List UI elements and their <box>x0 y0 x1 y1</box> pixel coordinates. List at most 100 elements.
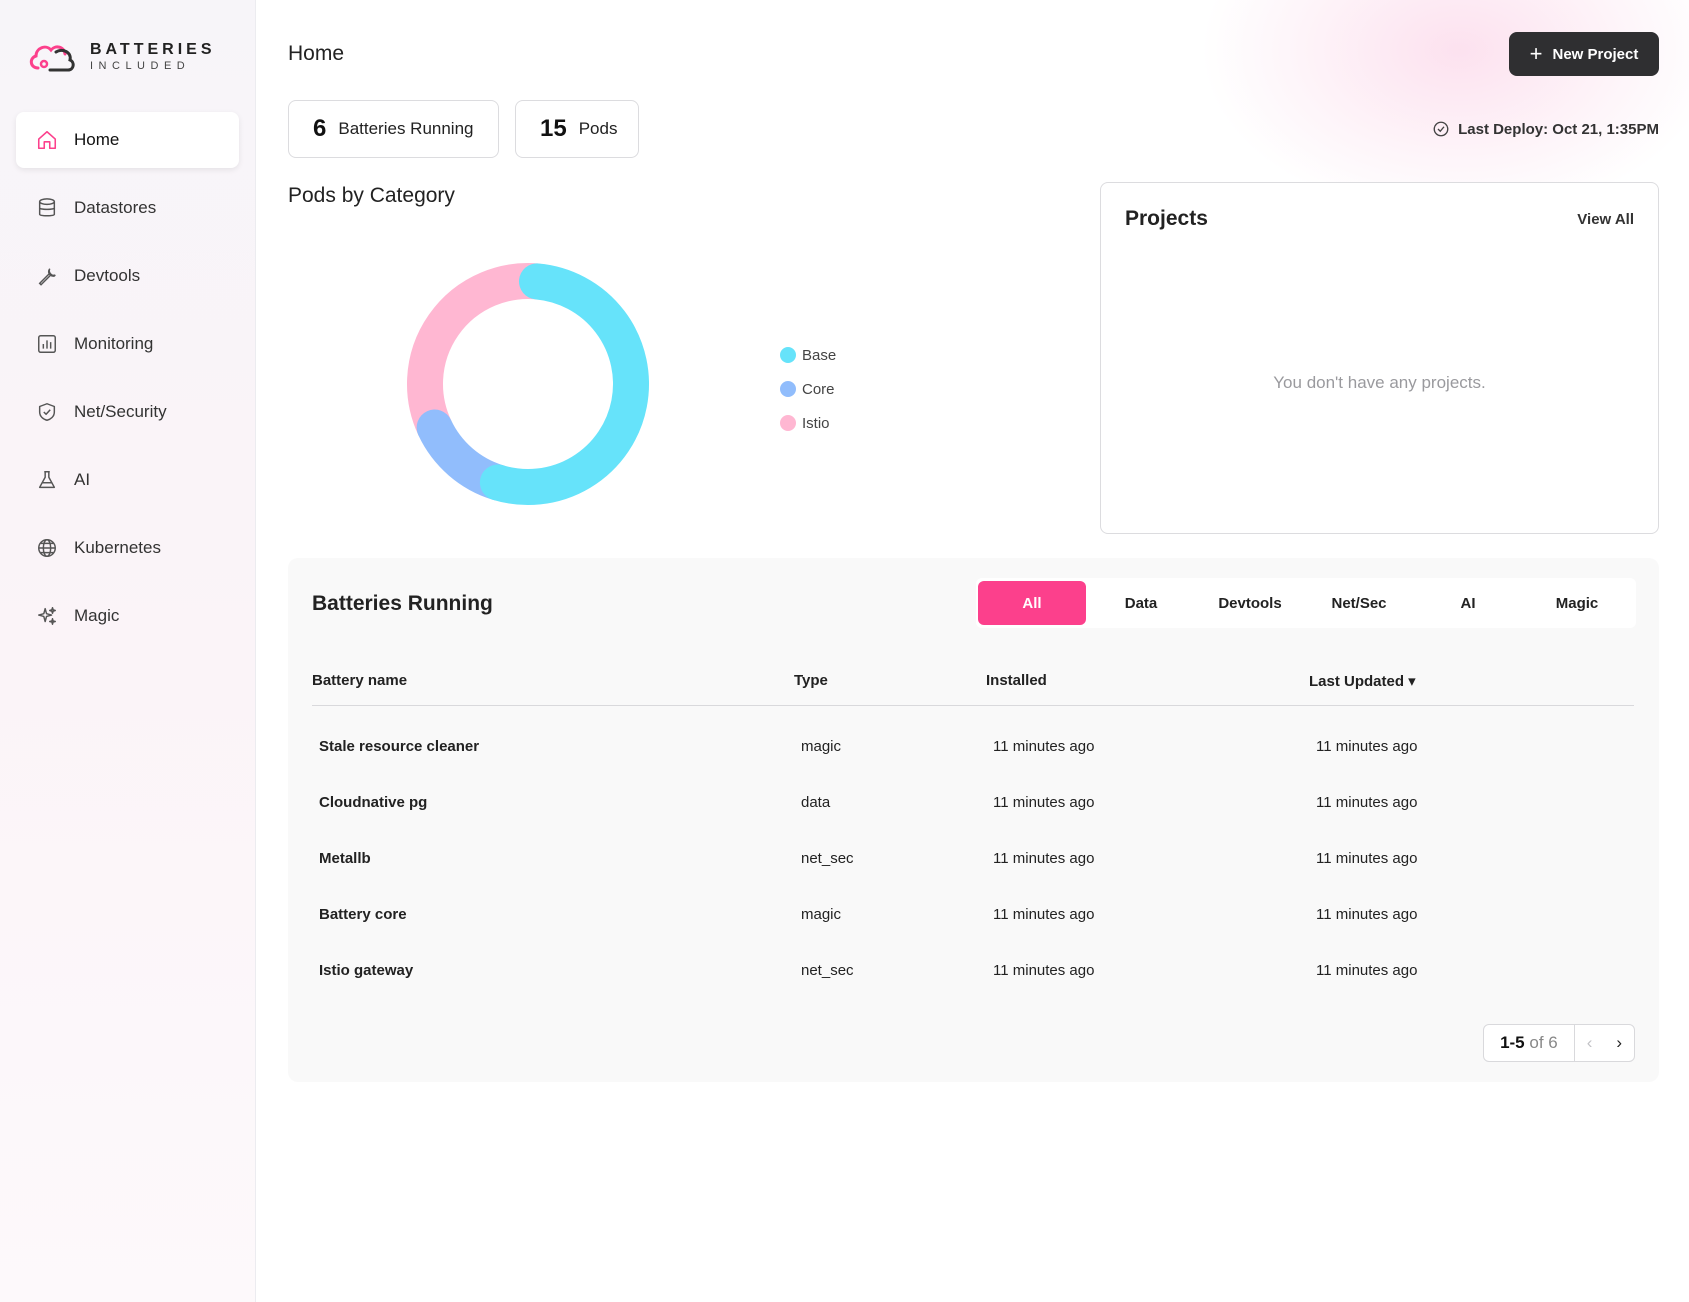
brand-line2: INCLUDED <box>90 60 191 72</box>
next-page-icon[interactable]: › <box>1616 1033 1623 1052</box>
sidebar-item-kubernetes[interactable]: Kubernetes <box>16 520 239 576</box>
batteries-count: 6 <box>313 115 327 142</box>
sidebar-item-ai[interactable]: AI <box>16 452 239 508</box>
prev-page-icon[interactable]: ‹ <box>1586 1033 1593 1052</box>
new-project-label: New Project <box>1552 45 1639 63</box>
batteries-running-stat[interactable]: 6 Batteries Running <box>288 100 499 158</box>
legend-label: Base <box>802 346 837 364</box>
battery-name[interactable]: Cloudnative pg <box>319 794 428 811</box>
legend-swatch <box>780 381 796 397</box>
sidebar-item-label: Devtools <box>74 266 141 285</box>
logo[interactable]: BATTERIES INCLUDED <box>26 40 215 74</box>
battery-updated: 11 minutes ago <box>1316 850 1418 867</box>
shield-icon <box>36 401 58 423</box>
new-project-button[interactable]: + New Project <box>1509 32 1659 76</box>
battery-type: magic <box>801 738 842 755</box>
sidebar-item-label: Monitoring <box>74 334 154 353</box>
sidebar-item-devtools[interactable]: Devtools <box>16 248 239 304</box>
sidebar-item-label: Net/Security <box>74 402 167 421</box>
sidebar-item-label: AI <box>74 470 91 489</box>
pagination-range-value: 1-5 <box>1500 1033 1525 1052</box>
table-row[interactable]: Stale resource cleaner magic 11 minutes … <box>312 718 1634 774</box>
filter-magic[interactable]: Magic <box>1555 594 1599 612</box>
filter-net-sec[interactable]: Net/Sec <box>1331 594 1387 612</box>
battery-updated: 11 minutes ago <box>1316 962 1418 979</box>
pagination: 1-5 of 6 ‹ › <box>1483 1024 1635 1062</box>
battery-name[interactable]: Istio gateway <box>319 962 414 979</box>
pagination-range: 1-5 of 6 <box>1484 1025 1575 1061</box>
filter-ai[interactable]: AI <box>1460 594 1476 612</box>
legend-item-istio[interactable]: Istio <box>780 406 836 440</box>
main-content: Home + New Project 6 Batteries Running 1… <box>288 0 1689 1302</box>
view-all-link[interactable]: View All <box>1577 211 1634 228</box>
projects-title: Projects <box>1125 207 1208 230</box>
battery-installed: 11 minutes ago <box>993 962 1095 979</box>
sidebar-item-monitoring[interactable]: Monitoring <box>16 316 239 372</box>
sidebar-item-label: Kubernetes <box>74 538 161 557</box>
sidebar-item-label: Magic <box>74 606 120 625</box>
sidebar-item-label: Home <box>74 130 120 149</box>
table-row[interactable]: Istio gateway net_sec 11 minutes ago 11 … <box>312 942 1634 998</box>
battery-updated: 11 minutes ago <box>1316 794 1418 811</box>
sidebar-nav: Home Datastores Devtools Monitoring Net/… <box>16 112 239 656</box>
plus-icon: + <box>1529 41 1543 66</box>
battery-name[interactable]: Stale resource cleaner <box>319 738 480 755</box>
pods-chart-title: Pods by Category <box>288 184 455 207</box>
donut-slice-istio[interactable] <box>407 263 555 446</box>
category-filter-tabs: All Data Devtools Net/Sec AI Magic <box>976 578 1636 628</box>
sidebar-item-label: Datastores <box>74 198 157 217</box>
battery-name[interactable]: Metallb <box>319 850 371 867</box>
battery-installed: 11 minutes ago <box>993 850 1095 867</box>
home-icon <box>36 129 58 151</box>
sidebar-item-magic[interactable]: Magic <box>16 588 239 644</box>
batteries-running-title: Batteries Running <box>312 592 493 615</box>
legend-swatch <box>780 415 796 431</box>
check-circle-icon <box>1433 121 1449 137</box>
battery-installed: 11 minutes ago <box>993 738 1095 755</box>
table-row[interactable]: Cloudnative pg data 11 minutes ago 11 mi… <box>312 774 1634 830</box>
table-row[interactable]: Battery core magic 11 minutes ago 11 min… <box>312 886 1634 942</box>
batteries-running-panel: Batteries Running All Data Devtools Net/… <box>288 558 1659 1082</box>
last-deploy-text: Last Deploy: Oct 21, 1:35PM <box>1458 120 1659 138</box>
table-row[interactable]: Metallb net_sec 11 minutes ago 11 minute… <box>312 830 1634 886</box>
column-header-installed[interactable]: Installed <box>986 672 1047 689</box>
pods-count: 15 <box>540 115 567 142</box>
battery-installed: 11 minutes ago <box>993 794 1095 811</box>
legend-label: Core <box>802 380 835 398</box>
brand-line1: BATTERIES <box>90 41 216 58</box>
filter-all[interactable]: All <box>978 581 1086 625</box>
battery-updated: 11 minutes ago <box>1316 738 1418 755</box>
legend-item-core[interactable]: Core <box>780 372 836 406</box>
page-title: Home <box>288 42 345 65</box>
table-header: Battery name Type Installed Last Updated… <box>312 672 1634 706</box>
legend-label: Istio <box>802 414 830 432</box>
pods-stat-label: Pods <box>578 119 618 138</box>
pagination-total: of 6 <box>1529 1033 1558 1052</box>
battery-updated: 11 minutes ago <box>1316 906 1418 923</box>
batteries-stat-label: Batteries Running <box>338 119 474 138</box>
sidebar-item-home[interactable]: Home <box>16 112 239 168</box>
sidebar-item-net-security[interactable]: Net/Security <box>16 384 239 440</box>
donut-slice-base[interactable] <box>479 263 649 505</box>
column-header-type[interactable]: Type <box>794 672 828 689</box>
column-header-name[interactable]: Battery name <box>312 672 408 689</box>
chart-icon <box>36 333 58 355</box>
last-deploy: Last Deploy: Oct 21, 1:35PM <box>1432 120 1659 138</box>
battery-installed: 11 minutes ago <box>993 906 1095 923</box>
filter-devtools[interactable]: Devtools <box>1218 594 1282 612</box>
projects-empty-text: You don't have any projects. <box>1273 373 1486 392</box>
filter-data[interactable]: Data <box>1124 594 1158 612</box>
projects-card: Projects View All You don't have any pro… <box>1100 182 1659 534</box>
pods-donut-chart <box>407 263 649 505</box>
battery-type: net_sec <box>801 962 854 979</box>
battery-type: net_sec <box>801 850 854 867</box>
legend-item-base[interactable]: Base <box>780 338 836 372</box>
wrench-icon <box>36 265 58 287</box>
flask-icon <box>36 469 58 491</box>
sidebar: BATTERIES INCLUDED Home Datastores Devto… <box>0 0 256 1302</box>
sidebar-item-datastores[interactable]: Datastores <box>16 180 239 236</box>
pods-stat[interactable]: 15 Pods <box>515 100 639 158</box>
column-header-last-updated[interactable]: Last Updated ▾ <box>1309 673 1416 690</box>
battery-name[interactable]: Battery core <box>319 906 407 923</box>
battery-type: data <box>801 794 831 811</box>
